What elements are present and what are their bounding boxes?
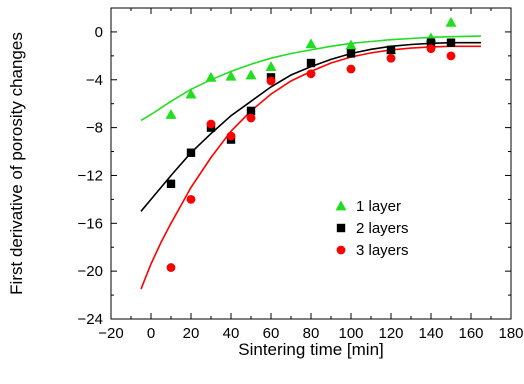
data-point-s1-8	[345, 39, 357, 50]
data-point-s1-5	[245, 69, 257, 80]
y-tick-label: 0	[95, 24, 103, 41]
data-points	[165, 16, 457, 272]
legend-marker-3	[336, 245, 346, 255]
legend-label-3: 3 layers	[356, 242, 409, 259]
x-tick-label: 0	[147, 325, 155, 342]
y-tick-label: −8	[86, 120, 103, 137]
legend-label-2: 2 layers	[356, 220, 409, 237]
data-point-s3-3	[206, 119, 216, 129]
data-point-s3-9	[386, 53, 396, 63]
data-point-s1-1	[165, 108, 177, 119]
data-point-s1-11	[445, 16, 457, 27]
axes: −20 0 20 40 60 80 100 120 140 160 180 0 −4 −8 −12 −16 −2…	[78, 7, 524, 342]
data-point-s3-2	[186, 194, 196, 204]
data-point-s2-9	[386, 45, 396, 55]
x-tick-label: 120	[378, 325, 403, 342]
y-tick-label: −20	[78, 263, 103, 280]
y-tick-label: −16	[78, 215, 103, 232]
y-axis-label: First derivative of porosity changes	[7, 32, 26, 295]
data-point-s3-7	[306, 69, 316, 79]
data-point-s2-1	[166, 179, 176, 189]
x-tick-label: 100	[338, 325, 363, 342]
data-point-s2-2	[186, 148, 196, 157]
data-point-s3-4	[226, 131, 236, 141]
data-point-s2-11	[446, 38, 456, 47]
legend-label-1: 1 layer	[356, 198, 401, 215]
data-point-s1-4	[225, 70, 237, 81]
x-tick-label: 40	[223, 325, 240, 342]
y-tick-label: −4	[86, 72, 103, 89]
data-point-s3-10	[426, 44, 436, 54]
y-tick-label: −12	[78, 167, 103, 184]
data-point-s3-6	[266, 76, 276, 86]
fit-curve-1	[140, 35, 482, 122]
x-tick-label: 80	[303, 325, 320, 342]
data-point-s1-7	[305, 38, 317, 49]
fit-curve-3	[140, 45, 481, 290]
data-point-s3-8	[346, 64, 356, 74]
data-point-s2-7	[306, 58, 316, 68]
x-tick-label: −20	[98, 325, 123, 342]
data-point-s2-8	[346, 49, 356, 58]
data-point-s3-5	[246, 113, 256, 123]
data-point-s2-10	[426, 38, 436, 47]
data-point-s3-1	[166, 263, 176, 272]
data-point-s3-11	[446, 51, 456, 61]
legend-marker-1	[335, 200, 347, 211]
data-point-s1-3	[205, 71, 217, 82]
data-point-s1-2	[185, 88, 197, 99]
x-tick-label: 140	[418, 325, 443, 342]
data-point-s1-6	[265, 61, 277, 72]
x-tick-label: 60	[263, 325, 280, 342]
x-axis-label: Sintering time [min]	[238, 340, 384, 359]
x-tick-label: 160	[458, 325, 483, 342]
legend-marker-2	[336, 223, 346, 233]
y-tick-label: −24	[78, 311, 103, 328]
x-tick-label: 20	[183, 325, 200, 342]
legend: 1 layer 2 layers 3 layers	[335, 198, 409, 259]
x-tick-label: 180	[498, 325, 523, 342]
data-point-s2-5	[246, 106, 256, 116]
